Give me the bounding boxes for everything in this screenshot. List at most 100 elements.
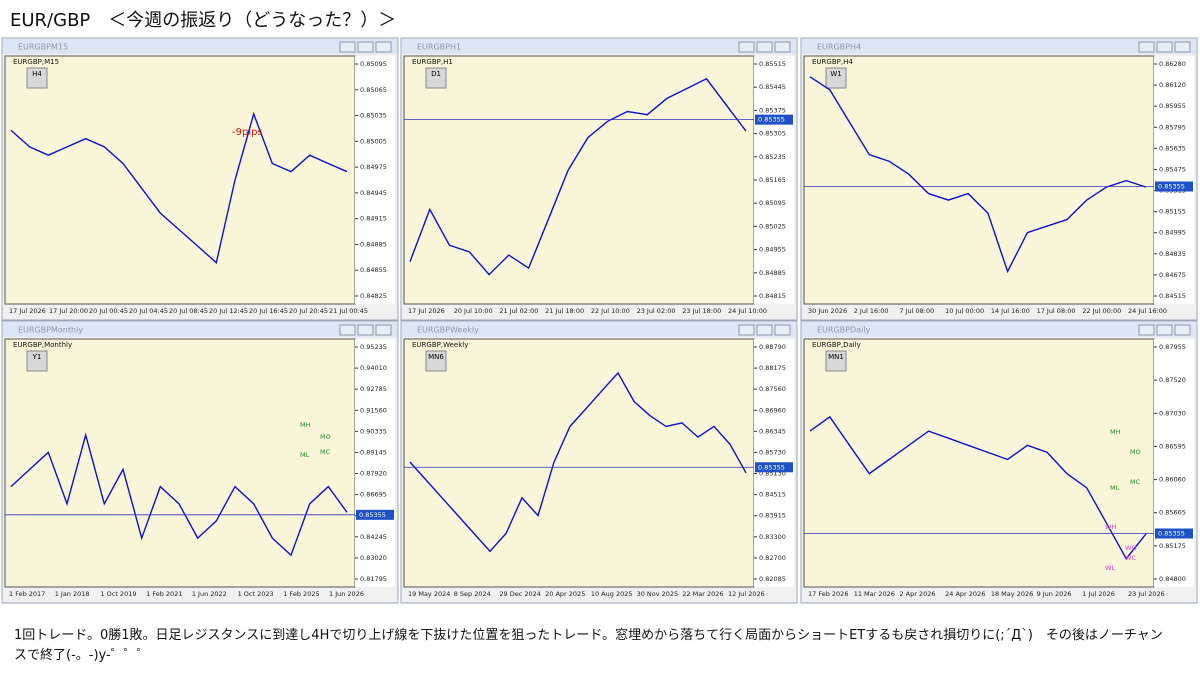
current-price-label: 0.85355 [359,511,386,519]
window-title: EURGBPWeekly [417,326,479,335]
timeframe-badge[interactable] [425,67,447,89]
price-label: 0.85155 [1159,208,1186,216]
price-axis [1154,56,1194,304]
current-price-box [755,114,793,125]
window-button[interactable] [375,324,392,336]
window-button[interactable] [1156,324,1173,336]
symbol-label: EURGBP,Weekly [412,341,468,349]
window-button[interactable] [1138,41,1155,53]
date-label: 7 Jul 08:00 [899,307,934,315]
chart-area [4,338,356,588]
price-label: 0.87520 [1159,376,1186,384]
window-button[interactable] [339,41,356,53]
price-label: 0.86120 [1159,81,1186,89]
annotation: MH [1110,428,1121,436]
window-button[interactable] [774,41,791,53]
date-label: 20 Apr 2025 [545,590,585,598]
window-button[interactable] [1174,41,1191,53]
price-label: 0.91560 [360,406,387,414]
price-line [409,371,747,553]
price-label: 0.81795 [360,575,387,583]
date-label: 21 Jul 18:00 [545,307,584,315]
window-button[interactable] [339,324,356,336]
price-label: 0.85665 [1159,509,1186,517]
date-label: 17 Jul 08:00 [1037,307,1076,315]
window-button[interactable] [357,324,374,336]
price-label: 0.85375 [759,106,786,114]
window-title: EURGBPH1 [417,43,461,52]
date-label: 20 Jul 16:45 [249,307,288,315]
price-label: 0.85955 [1159,102,1186,110]
timeframe-badge-label: MN1 [828,353,844,361]
date-label: 30 Jun 2026 [808,307,847,315]
current-price-box [755,462,793,473]
date-label: 10 Aug 2025 [591,590,633,598]
date-label: 20 Jul 12:45 [209,307,248,315]
price-label: 0.84835 [1159,250,1186,258]
price-label: 0.88790 [759,343,786,351]
timeframe-badge[interactable] [825,67,847,89]
timeframe-badge-label: Y1 [32,353,42,361]
date-label: 22 Mar 2026 [682,590,723,598]
price-label: 0.84800 [1159,575,1186,583]
window-button[interactable] [375,41,392,53]
date-label: 19 May 2024 [408,590,450,598]
window-title: EURGBPH4 [817,43,861,52]
window-button[interactable] [738,324,755,336]
annotation: MC [1130,478,1141,486]
symbol-label: EURGBP,H1 [412,58,453,66]
window-titlebar [402,322,796,337]
window-button[interactable] [357,41,374,53]
price-label: 0.84855 [360,266,387,274]
window-titlebar [402,39,796,54]
window-button[interactable] [774,324,791,336]
date-label: 18 May 2026 [991,590,1033,598]
price-label: 0.85175 [1159,542,1186,550]
price-label: 0.84515 [759,491,786,499]
date-label: 24 Apr 2026 [945,590,985,598]
date-label: 17 Jul 2026 [9,307,46,315]
price-label: 0.95235 [360,343,387,351]
date-label: 21 Jul 00:45 [329,307,368,315]
window-button[interactable] [756,324,773,336]
date-label: 1 Oct 2019 [100,590,136,598]
date-label: 22 Jul 00:00 [1082,307,1121,315]
window-button[interactable] [1156,41,1173,53]
timeframe-badge[interactable] [425,350,447,372]
window-button[interactable] [738,41,755,53]
price-label: 0.94010 [360,364,387,372]
window-titlebar [3,322,397,337]
window-button[interactable] [1174,324,1191,336]
price-label: 0.85475 [1159,165,1186,173]
price-label: 0.85445 [759,83,786,91]
price-label: 0.87030 [1159,409,1186,417]
annotation: MO [1130,448,1141,456]
window-titlebar [3,39,397,54]
annotation: ML [1110,484,1120,492]
window-button[interactable] [756,41,773,53]
date-label: 2 Jul 16:00 [854,307,889,315]
timeframe-badge[interactable] [26,350,48,372]
date-label: 8 Sep 2024 [454,590,491,598]
window-title: EURGBPMonthly [18,326,83,335]
price-axis [1154,339,1194,587]
symbol-label: EURGBP,M15 [13,58,59,66]
timeframe-badge-label: W1 [830,70,841,78]
date-label: 20 Jul 00:45 [89,307,128,315]
price-label: 0.89145 [360,448,387,456]
date-label: 14 Jul 16:00 [991,307,1030,315]
price-label: 0.82700 [759,554,786,562]
current-price-label: 0.85355 [1158,182,1185,190]
price-label: 0.84955 [759,246,786,254]
timeframe-badge[interactable] [825,350,847,372]
date-label: 20 Jul 08:45 [169,307,208,315]
chart-area [403,338,755,588]
price-label: 0.92785 [360,385,387,393]
timeframe-badge[interactable] [26,67,48,89]
price-label: 0.84815 [759,292,786,300]
price-label: 0.83915 [759,512,786,520]
window-button[interactable] [1138,324,1155,336]
window-titlebar [802,39,1196,54]
date-label: 1 Jun 2026 [329,590,364,598]
